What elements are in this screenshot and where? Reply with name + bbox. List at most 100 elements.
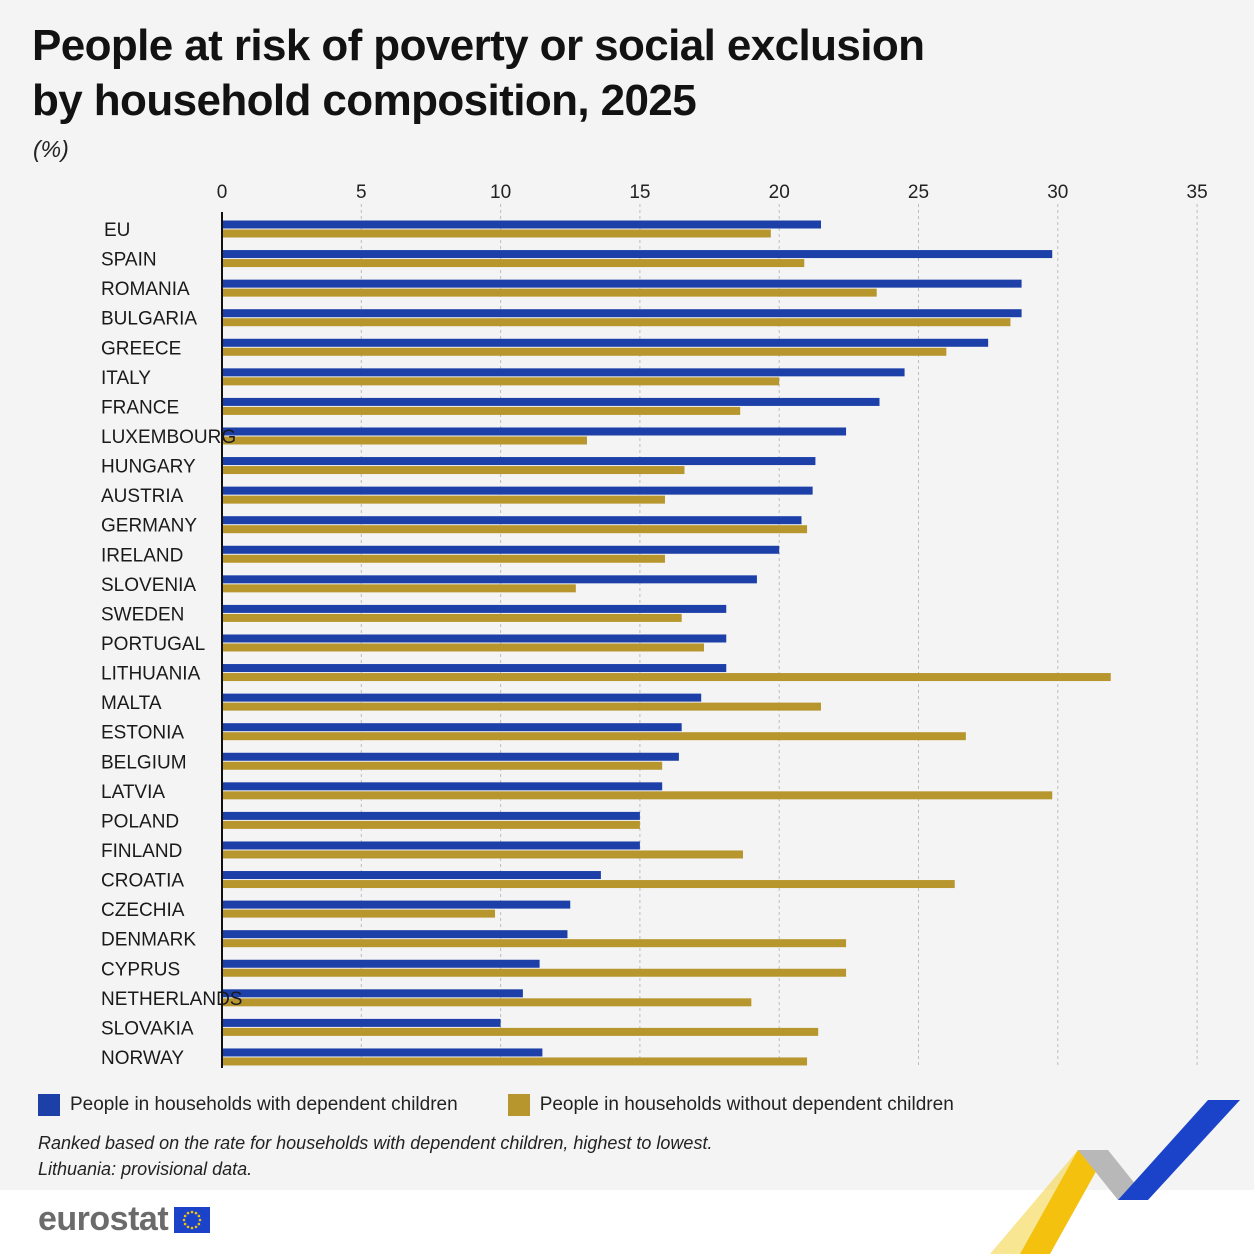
- chart-title: People at risk of poverty or social excl…: [32, 18, 1032, 128]
- bars: [222, 220, 1111, 1066]
- x-tick-label: 20: [769, 182, 790, 203]
- bar-with-children: [222, 1048, 543, 1057]
- category-label: DENMARK: [101, 930, 196, 951]
- brand-name: eurostat: [38, 1200, 169, 1238]
- bar-without-children: [222, 466, 685, 475]
- category-label: SWEDEN: [101, 604, 184, 625]
- footnotes: Ranked based on the rate for households …: [38, 1130, 712, 1182]
- category-label: FRANCE: [101, 397, 179, 418]
- category-label: GERMANY: [101, 516, 197, 537]
- category-label: POLAND: [101, 811, 179, 832]
- category-label: GREECE: [101, 338, 181, 359]
- bar-without-children: [222, 761, 663, 770]
- x-tick-label: 0: [217, 182, 228, 203]
- category-label: PORTUGAL: [101, 634, 205, 655]
- bar-with-children: [222, 989, 523, 998]
- bar-without-children: [222, 436, 587, 445]
- category-label: NORWAY: [101, 1048, 184, 1069]
- category-label: ESTONIA: [101, 723, 184, 744]
- x-axis-ticks: 0 5 10 15 20 25 30 35: [217, 182, 1208, 203]
- category-label: SLOVENIA: [101, 575, 196, 596]
- category-labels: EU SPAIN ROMANIA BULGARIA GREECE ITALY FRANCE L…: [101, 220, 242, 1069]
- bar-with-children: [222, 338, 989, 347]
- category-label: FINLAND: [101, 841, 182, 862]
- bar-with-children: [222, 900, 571, 909]
- bar-without-children: [222, 1057, 808, 1066]
- bar-without-children: [222, 1027, 819, 1036]
- bar-without-children: [222, 584, 576, 593]
- legend-swatch-without-children: [507, 1094, 530, 1116]
- eu-flag-icon: [174, 1206, 211, 1233]
- x-tick-label: 15: [629, 182, 650, 203]
- bar-without-children: [222, 406, 741, 415]
- bar-without-children: [222, 288, 877, 297]
- bar-with-children: [222, 1018, 501, 1027]
- category-label: ITALY: [101, 368, 151, 389]
- category-label: CYPRUS: [101, 959, 180, 980]
- bar-without-children: [222, 673, 1111, 682]
- bar-with-children: [222, 486, 813, 495]
- bar-without-children: [222, 377, 780, 386]
- bar-with-children: [222, 752, 679, 761]
- category-label: LUXEMBOURG: [101, 427, 236, 448]
- bar-with-children: [222, 279, 1022, 288]
- chart-title-line-2: by household composition, 2025: [32, 76, 697, 125]
- bar-without-children: [222, 259, 805, 268]
- bar-without-children: [222, 643, 704, 652]
- legend-label-without-children: People in households without dependent c…: [539, 1094, 954, 1115]
- category-label: LATVIA: [101, 782, 165, 803]
- bar-without-children: [222, 909, 496, 918]
- bar-without-children: [222, 613, 682, 622]
- bar-without-children: [222, 525, 808, 534]
- legend-label-with-children: People in households with dependent chil…: [70, 1094, 458, 1115]
- bar-without-children: [222, 495, 665, 504]
- bar-without-children: [222, 880, 955, 889]
- unit-label: (%): [33, 136, 69, 162]
- category-label: BULGARIA: [101, 309, 197, 330]
- bar-with-children: [222, 782, 663, 791]
- bar-with-children: [222, 664, 727, 673]
- bar-with-children: [222, 545, 780, 554]
- bar-with-children: [222, 604, 727, 613]
- bar-with-children: [222, 693, 702, 702]
- bar-with-children: [222, 871, 601, 880]
- bar-with-children: [222, 368, 905, 377]
- x-tick-label: 5: [356, 182, 367, 203]
- bar-with-children: [222, 309, 1022, 318]
- x-tick-label: 10: [490, 182, 511, 203]
- bar-with-children: [222, 427, 847, 436]
- category-label: EU: [104, 220, 130, 241]
- bar-without-children: [222, 702, 821, 711]
- legend-swatch-with-children: [38, 1094, 60, 1116]
- bar-with-children: [222, 575, 757, 584]
- category-label: CROATIA: [101, 871, 184, 892]
- category-label: IRELAND: [101, 545, 183, 566]
- category-label: SLOVAKIA: [101, 1018, 194, 1039]
- footnote-lithuania: Lithuania: provisional data.: [38, 1159, 253, 1179]
- bar-chart: 0 5 10 15 20 25 30 35 EU SPAIN ROMANIA BULGARIA GRE…: [101, 182, 1208, 1069]
- bar-with-children: [222, 841, 640, 850]
- bar-with-children: [222, 930, 568, 939]
- category-label: NETHERLANDS: [101, 989, 242, 1010]
- category-label: AUSTRIA: [101, 486, 184, 507]
- bar-with-children: [222, 723, 682, 732]
- bar-without-children: [222, 968, 847, 977]
- bar-without-children: [222, 229, 771, 238]
- bar-with-children: [222, 250, 1053, 259]
- bar-with-children: [222, 516, 802, 525]
- bar-without-children: [222, 939, 847, 948]
- category-label: CZECHIA: [101, 900, 185, 921]
- x-tick-label: 25: [908, 182, 929, 203]
- chart-title-line-1: People at risk of poverty or social excl…: [32, 21, 925, 70]
- bar-without-children: [222, 347, 947, 356]
- category-label: SPAIN: [101, 250, 157, 271]
- bar-without-children: [222, 554, 665, 563]
- bar-with-children: [222, 397, 880, 406]
- footnote-ranking: Ranked based on the rate for households …: [38, 1133, 713, 1153]
- legend: People in households with dependent chil…: [38, 1094, 954, 1116]
- bar-with-children: [222, 811, 640, 820]
- category-label: ROMANIA: [101, 279, 190, 300]
- x-tick-label: 30: [1047, 182, 1068, 203]
- bar-without-children: [222, 791, 1053, 800]
